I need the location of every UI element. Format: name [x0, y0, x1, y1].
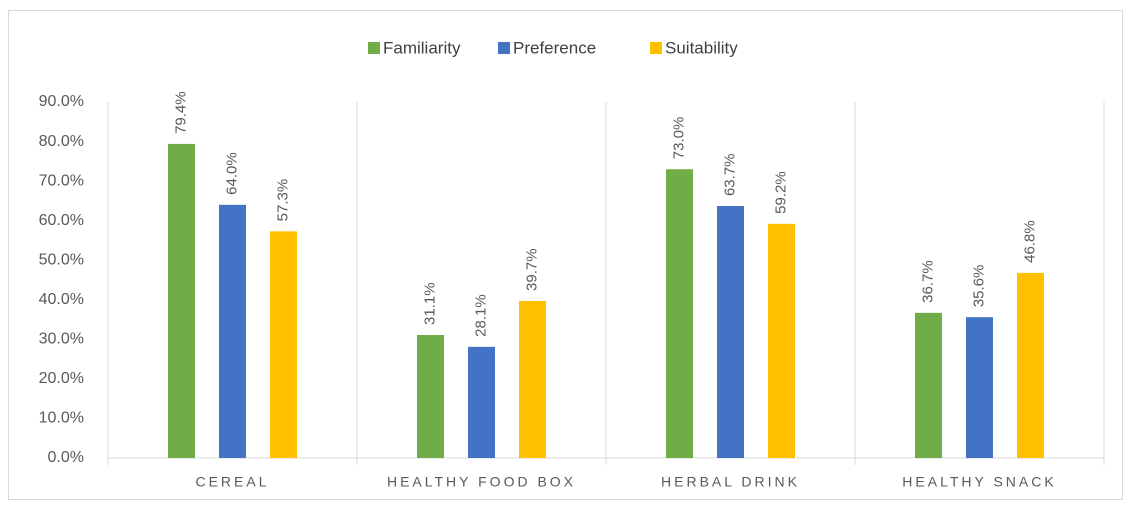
y-tick-label: 40.0% [39, 291, 84, 308]
data-label: 63.7% [721, 153, 738, 196]
y-tick-label: 0.0% [48, 449, 84, 466]
legend-label: Familiarity [383, 38, 461, 57]
legend-label: Suitability [665, 38, 738, 57]
bar [468, 346, 495, 458]
bar [270, 231, 297, 458]
y-tick-label: 50.0% [39, 251, 84, 268]
x-tick-label: HEALTHY FOOD BOX [387, 474, 576, 490]
data-label: 31.1% [421, 282, 438, 325]
y-tick-label: 70.0% [39, 172, 84, 189]
data-label: 28.1% [472, 294, 489, 337]
data-label: 73.0% [670, 117, 687, 160]
bar [768, 223, 795, 458]
bar [1017, 272, 1044, 458]
y-tick-label: 80.0% [39, 133, 84, 150]
data-label: 35.6% [970, 265, 987, 308]
bar [168, 143, 195, 458]
data-label: 36.7% [919, 260, 936, 303]
x-tick-label: HERBAL DRINK [661, 474, 800, 490]
y-tick-label: 60.0% [39, 212, 84, 229]
bar [966, 317, 993, 458]
legend-swatch [498, 42, 510, 54]
bar [519, 300, 546, 458]
y-tick-label: 20.0% [39, 370, 84, 387]
bar [666, 169, 693, 458]
legend-swatch [368, 42, 380, 54]
bar [717, 206, 744, 458]
legend-swatch [650, 42, 662, 54]
y-tick-label: 90.0% [39, 93, 84, 110]
data-label: 64.0% [223, 152, 240, 195]
y-tick-label: 30.0% [39, 331, 84, 348]
legend-label: Preference [513, 38, 596, 57]
data-label: 59.2% [772, 171, 789, 214]
bar [219, 204, 246, 458]
data-label: 39.7% [523, 248, 540, 291]
y-tick-label: 10.0% [39, 410, 84, 427]
x-tick-label: CEREAL [195, 474, 269, 490]
data-label: 46.8% [1021, 220, 1038, 263]
x-tick-label: HEALTHY SNACK [902, 474, 1056, 490]
bar [417, 334, 444, 458]
bar [915, 312, 942, 458]
data-label: 79.4% [172, 91, 189, 134]
data-label: 57.3% [274, 179, 291, 222]
